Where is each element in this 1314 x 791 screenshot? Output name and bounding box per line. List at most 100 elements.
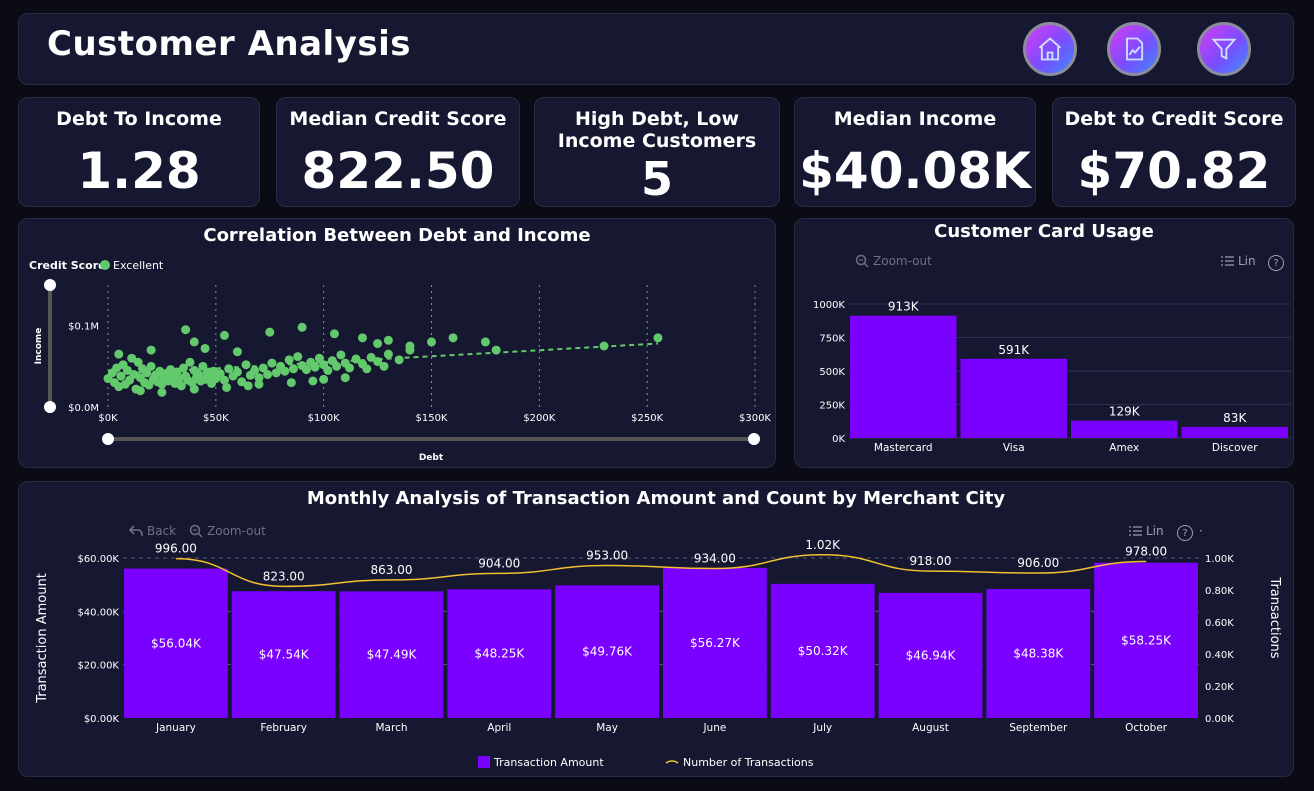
scatter-point[interactable] [340,373,350,383]
scatter-point[interactable] [181,325,191,335]
scatter-point[interactable] [373,356,383,366]
y-range-slider-top-handle[interactable] [44,279,56,291]
help-button[interactable]: ? [1268,255,1284,271]
scatter-point[interactable] [127,353,137,363]
filter-button[interactable] [1197,22,1251,76]
scatter-point[interactable] [114,349,124,359]
scatter-point[interactable] [351,354,361,364]
scatter-point[interactable] [599,341,609,351]
scatter-point[interactable] [480,337,490,347]
scatter-point[interactable] [332,361,342,371]
zoom-out-button[interactable]: Zoom-out [855,254,932,268]
scatter-point[interactable] [237,377,247,387]
scatter-point[interactable] [448,333,458,343]
scatter-point[interactable] [215,369,225,379]
scatter-point[interactable] [122,365,132,375]
scatter-point[interactable] [224,364,234,374]
scatter-point[interactable] [243,381,253,391]
more-options-button[interactable]: · [1199,524,1203,538]
card-bar[interactable] [1181,426,1289,438]
scatter-point[interactable] [653,333,663,343]
amount-bar[interactable] [663,567,767,718]
scatter-point[interactable] [319,374,329,384]
scatter-point[interactable] [116,371,126,381]
scatter-point[interactable] [394,355,404,365]
monthly-chart[interactable]: $0.00K $20.00K $40.00K $60.00K 0.00K 0.20K 0.4… [19,482,1295,778]
scatter-point[interactable] [362,364,372,374]
scatter-point[interactable] [366,352,376,362]
scatter-point[interactable] [222,382,232,392]
scatter-point[interactable] [336,350,346,360]
scatter-point[interactable] [265,327,275,337]
scatter-point[interactable] [200,343,210,353]
x-range-slider-right-handle[interactable] [748,433,760,445]
scatter-point[interactable] [280,366,290,376]
scatter-point[interactable] [254,379,264,389]
x-range-slider-left-handle[interactable] [102,433,114,445]
scatter-point[interactable] [427,337,436,347]
scatter-point[interactable] [250,365,260,375]
amount-bar[interactable] [339,591,444,718]
scatter-point[interactable] [219,330,229,340]
scatter-point[interactable] [232,347,242,357]
report-button[interactable] [1107,22,1161,76]
home-button[interactable] [1023,22,1077,76]
scatter-point[interactable] [383,349,393,359]
y-range-slider-bottom-handle[interactable] [44,401,56,413]
scatter-point[interactable] [133,357,143,367]
amount-bar[interactable] [1094,562,1198,718]
scatter-point[interactable] [288,364,298,374]
amount-bar[interactable] [555,585,659,718]
scatter-point[interactable] [135,386,145,396]
scatter-point[interactable] [185,357,195,367]
scatter-point[interactable] [198,361,208,371]
scatter-point[interactable] [310,362,320,372]
scatter-point[interactable] [405,341,415,351]
scatter-point[interactable] [267,358,277,368]
scatter-point[interactable] [314,353,324,363]
scatter-point[interactable] [329,329,339,339]
scatter-point[interactable] [293,352,303,362]
scatter-point[interactable] [284,355,294,365]
scatter-point[interactable] [491,345,501,355]
scatter-point[interactable] [301,365,311,375]
scatter-point[interactable] [146,361,156,371]
amount-bar[interactable] [447,589,552,718]
scatter-point[interactable] [271,368,281,378]
help-button[interactable]: ? [1177,525,1193,541]
scatter-point[interactable] [258,363,268,373]
scatter-point[interactable] [178,363,188,373]
lin-toggle[interactable]: Lin [1129,524,1164,538]
scatter-point[interactable] [263,369,273,379]
scatter-point[interactable] [146,345,156,355]
zoom-out-button[interactable]: Zoom-out [189,524,266,538]
scatter-point[interactable] [189,384,199,394]
scatter-point[interactable] [373,339,383,349]
scatter-point[interactable] [219,375,229,385]
scatter-point[interactable] [254,373,264,383]
scatter-point[interactable] [286,378,296,388]
scatter-point[interactable] [241,360,251,370]
lin-toggle[interactable]: Lin [1221,254,1256,268]
amount-bar[interactable] [231,591,336,718]
scatter-point[interactable] [345,363,355,373]
card-bar[interactable] [960,358,1068,438]
amount-bar[interactable] [770,583,875,718]
amount-bar[interactable] [986,588,1091,718]
scatter-point[interactable] [323,365,333,375]
scatter-chart[interactable]: Credit Score Excellent Income Debt $0K $5… [19,219,777,469]
back-button[interactable]: Back [129,524,176,538]
card-usage-chart[interactable]: 0K 250K 500K 750K 1000K 913K Mastercard 591K Vis… [795,219,1295,469]
scatter-point[interactable] [142,368,152,378]
scatter-point[interactable] [357,333,367,343]
scatter-point[interactable] [308,376,318,386]
scatter-point[interactable] [157,387,167,397]
scatter-point[interactable] [383,335,393,345]
scatter-point[interactable] [176,381,186,391]
scatter-point[interactable] [379,361,389,371]
scatter-point[interactable] [232,367,242,377]
amount-bar[interactable] [878,592,983,718]
amount-bar[interactable] [124,568,228,718]
scatter-point[interactable] [297,322,307,332]
scatter-point[interactable] [189,337,199,347]
